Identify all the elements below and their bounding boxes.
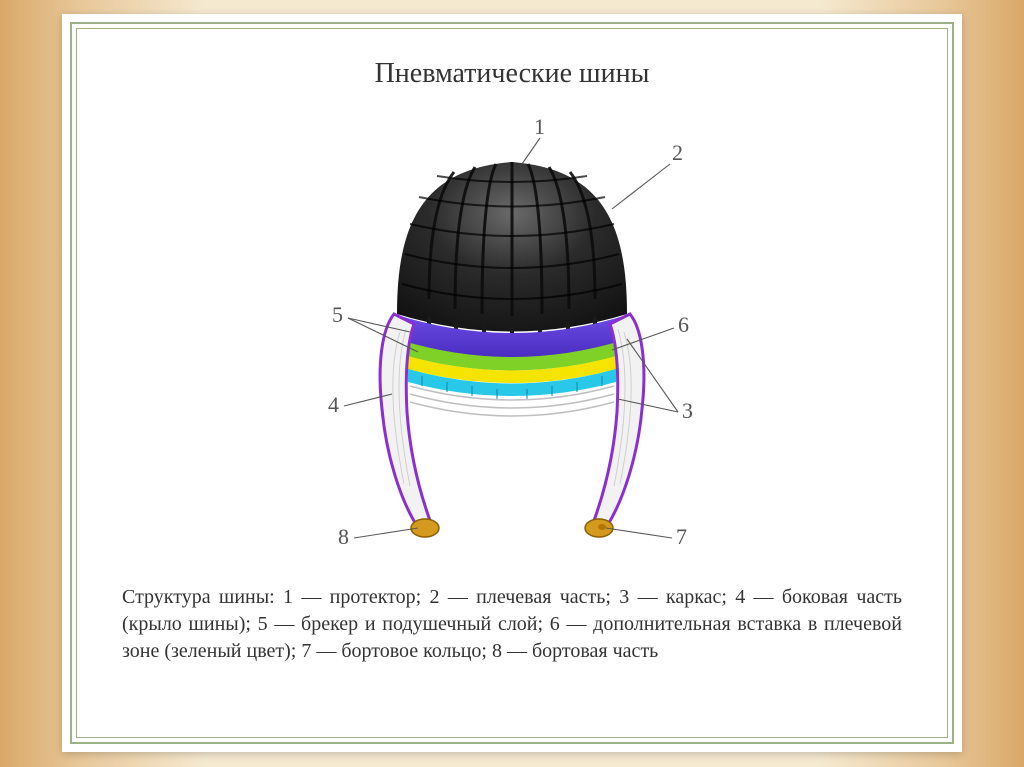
callout-4: 4 — [328, 392, 339, 417]
callout-8: 8 — [338, 524, 349, 549]
callout-3: 3 — [682, 398, 693, 423]
tread-block — [397, 162, 627, 340]
tire-svg: 1 2 3 4 5 6 7 — [282, 114, 742, 554]
slide-title: Пневматические шины — [62, 58, 962, 90]
slide-card: Пневматические шины — [62, 14, 962, 752]
structure-caption: Структура шины: 1 — протектор; 2 — плече… — [122, 584, 902, 665]
callout-2: 2 — [672, 140, 683, 165]
beads — [411, 519, 613, 537]
callout-7: 7 — [676, 524, 687, 549]
callout-1: 1 — [534, 114, 545, 139]
tire-diagram: 1 2 3 4 5 6 7 — [282, 114, 742, 554]
callout-6: 6 — [678, 312, 689, 337]
callout-5: 5 — [332, 302, 343, 327]
